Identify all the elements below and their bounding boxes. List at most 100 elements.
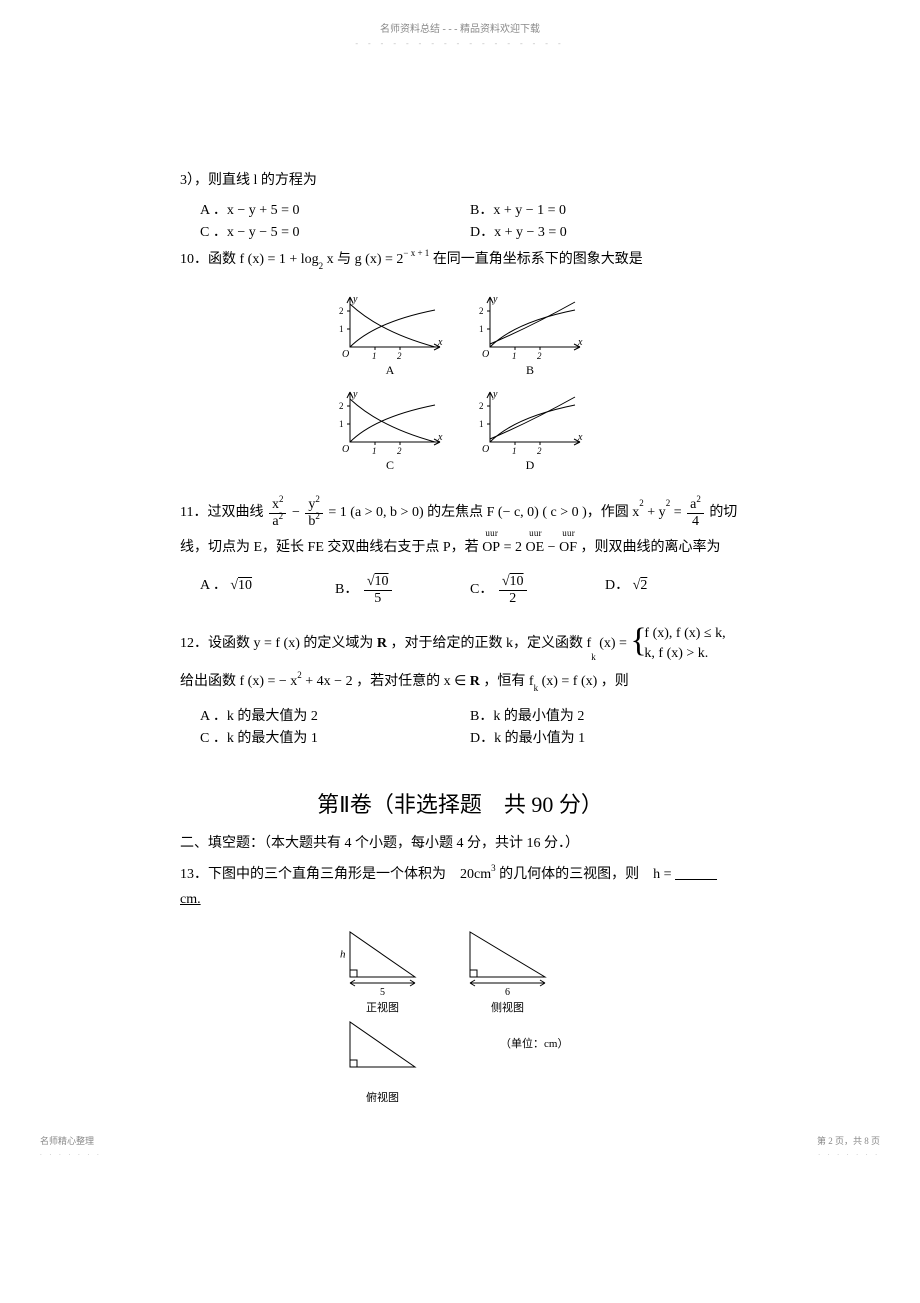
q11-op: OP — [482, 540, 500, 555]
svg-text:C: C — [386, 458, 394, 472]
svg-text:O: O — [342, 349, 349, 360]
brace-icon: { — [630, 624, 642, 663]
q11-vec-of: u u rOF — [559, 535, 577, 560]
q10-stem: 10．函数 f (x) = 1 + log2 x 与 g (x) = 2− x … — [180, 247, 740, 272]
svg-text:2: 2 — [397, 446, 402, 456]
q11-tail: 的切 — [709, 505, 737, 520]
q12-case1: f (x), f (x) ≤ k, — [644, 624, 725, 644]
q11-a-val: 10 — [238, 578, 252, 593]
q11-b2: 2 — [315, 511, 320, 521]
q11-opts: A ． √10 B． √10 5 C． √10 2 D． √2 — [200, 574, 740, 606]
svg-text:B: B — [526, 363, 534, 377]
q11-c-label: C． — [470, 582, 493, 597]
footer-right: 第 2 页，共 8 页 — [817, 1134, 880, 1147]
q13-mid: 的几何体的三视图，则 h = — [496, 867, 675, 882]
q11-opt-c: C． √10 2 — [470, 574, 605, 606]
svg-text:1: 1 — [512, 351, 517, 361]
svg-text:2: 2 — [397, 351, 402, 361]
q12-opt-b: B．k 的最小值为 2 — [470, 705, 740, 725]
q12-row1: A ．k 的最大值为 2 B．k 的最小值为 2 — [200, 705, 740, 725]
q9-opt-c: C ．x − y − 5 = 0 — [200, 221, 470, 241]
q9-opt-d: D．x + y − 3 = 0 — [470, 221, 740, 241]
q10-log-base: 2 — [319, 261, 324, 271]
svg-text:x: x — [577, 432, 583, 443]
q11-d-label: D． — [605, 578, 629, 593]
q12-l2-mid: + 4x − 2 ，若对任意的 x ∈ — [302, 674, 470, 689]
svg-text:1: 1 — [372, 446, 377, 456]
q11-oe: OE — [526, 540, 545, 555]
q12-opt-a: A ．k 的最大值为 2 — [200, 705, 470, 725]
q11-d-val: 2 — [640, 578, 647, 593]
q11-frac-y: y2 b2 — [305, 497, 323, 529]
q12-k2: k — [534, 683, 539, 693]
q11-sq2: 2 — [666, 498, 671, 508]
q10-graphs: 1122OxyA1122OxyB1122OxyC1122OxyD — [180, 282, 740, 487]
sqrt-icon: √10 — [367, 574, 389, 589]
q11-b-label: B． — [335, 582, 358, 597]
q9-opt-b: B．x + y − 1 = 0 — [470, 199, 740, 219]
q13-svg: 5h正视图6侧视图俯视图（单位：cm） — [310, 922, 610, 1102]
svg-text:2: 2 — [479, 306, 484, 316]
footer-left: 名师精心整理 — [40, 1134, 94, 1147]
q12-row2: C ．k 的最大值为 1 D．k 的最小值为 1 — [200, 727, 740, 747]
svg-text:D: D — [526, 458, 535, 472]
q9-opt-a: A ．x − y + 5 = 0 — [200, 199, 470, 219]
q11-l2-post: ，则双曲线的离心率为 — [580, 540, 720, 555]
q11-frac-rhs: a2 4 — [687, 497, 704, 529]
svg-text:y: y — [352, 294, 358, 305]
q12-line1: 12．设函数 y = f (x) 的定义域为 R ，对于给定的正数 k，定义函数… — [180, 624, 740, 663]
q9-row2: C ．x − y − 5 = 0 D．x + y − 3 = 0 — [200, 221, 740, 241]
q13-cube: 3 — [491, 863, 496, 873]
footer-dots-right: . . . . . . . — [818, 1149, 880, 1157]
sqrt-icon: √10 — [230, 578, 252, 593]
q11-minus: − — [548, 540, 559, 555]
svg-text:y: y — [492, 294, 498, 305]
svg-text:2: 2 — [537, 446, 542, 456]
svg-text:（单位：cm）: （单位：cm） — [500, 1036, 568, 1050]
q11-opt-b: B． √10 5 — [335, 574, 470, 606]
page: 名师资料总结 - - - 精品资料欢迎下载 - - - - - - - - - … — [0, 0, 920, 1157]
q12-R2: R — [470, 674, 480, 689]
q11-rel: = 2 — [504, 540, 522, 555]
q11-b-frac: √10 5 — [364, 574, 392, 606]
q11-b-den: 5 — [364, 591, 392, 606]
svg-text:2: 2 — [537, 351, 542, 361]
q11-c-den: 2 — [499, 591, 527, 606]
q11-vec-oe: u u rOE — [526, 535, 545, 560]
q13-pre: 13．下图中的三个直角三角形是一个体积为 20cm — [180, 867, 491, 882]
sqrt-icon: √10 — [502, 574, 524, 589]
svg-text:1: 1 — [372, 351, 377, 361]
q11-line2: 线，切点为 E，延长 FE 交双曲线右支于点 P，若 u u rOP = 2 u… — [180, 535, 740, 560]
svg-text:x: x — [577, 337, 583, 348]
q11-rhs-4: 4 — [687, 514, 704, 529]
q11-b-num: 10 — [375, 574, 389, 589]
svg-text:1: 1 — [339, 419, 344, 429]
q12-cases: { f (x), f (x) ≤ k, k, f (x) > k. — [630, 624, 725, 663]
svg-text:1: 1 — [339, 324, 344, 334]
q11-sq1: 2 — [639, 498, 644, 508]
svg-text:2: 2 — [479, 401, 484, 411]
svg-text:侧视图: 侧视图 — [491, 1000, 524, 1014]
q12-k1: k — [591, 652, 596, 662]
svg-text:x: x — [437, 337, 443, 348]
q11-l2-pre: 线，切点为 E，延长 FE 交双曲线右支于点 P，若 — [180, 540, 482, 555]
svg-text:俯视图: 俯视图 — [366, 1090, 399, 1102]
q11-rhs-a2: 2 — [696, 494, 701, 504]
arrow-icon: u u r — [526, 525, 545, 541]
q11-frac-x: x2 a2 — [269, 497, 287, 529]
q12-line2: 给出函数 f (x) = − x2 + 4x − 2 ，若对任意的 x ∈ R … — [180, 669, 740, 694]
q11-plus-y: + y — [644, 505, 666, 520]
q11-line1: 11．过双曲线 x2 a2 − y2 b2 = 1 (a > 0, b > 0)… — [180, 497, 740, 529]
svg-text:h: h — [340, 949, 346, 961]
svg-text:正视图: 正视图 — [366, 1000, 399, 1014]
svg-text:5: 5 — [380, 987, 385, 998]
header-dots: - - - - - - - - - - - - - - - - - — [180, 39, 740, 48]
q11-opt-a: A ． √10 — [200, 574, 335, 606]
svg-text:2: 2 — [339, 306, 344, 316]
q11-a2: 2 — [279, 511, 284, 521]
fill-intro: 二、填空题：（本大题共有 4 个小题，每小题 4 分，共计 16 分．） — [180, 831, 740, 856]
q12-l2-pre: 给出函数 f (x) = − x — [180, 674, 297, 689]
q13-unit: cm. — [180, 892, 201, 907]
q11-eq: = 1 (a > 0, b > 0) 的左焦点 F (− c, 0) ( c >… — [328, 505, 639, 520]
section2-title: 第Ⅱ卷（非选择题 共 90 分） — [180, 787, 740, 819]
